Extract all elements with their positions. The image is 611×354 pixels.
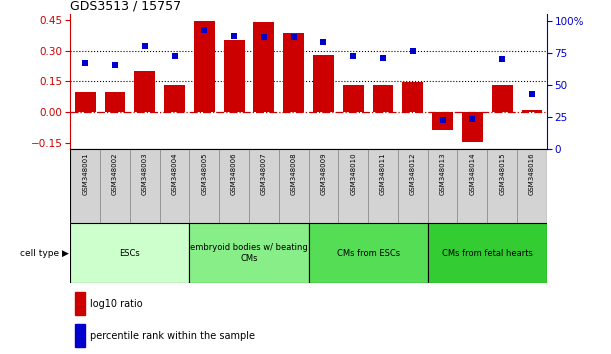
Bar [70, 223, 189, 283]
Bar [428, 223, 547, 283]
Bar [75, 324, 85, 347]
Bar [75, 292, 85, 315]
Text: GSM348008: GSM348008 [291, 152, 297, 195]
Bar [159, 149, 189, 223]
Text: GSM348009: GSM348009 [320, 152, 326, 195]
Bar [403, 82, 423, 112]
Text: percentile rank within the sample: percentile rank within the sample [90, 331, 255, 341]
Bar [458, 149, 488, 223]
Text: GSM348015: GSM348015 [499, 152, 505, 195]
Text: GSM348001: GSM348001 [82, 152, 88, 195]
Point [527, 91, 537, 96]
Text: GSM348002: GSM348002 [112, 152, 118, 195]
Text: GSM348003: GSM348003 [142, 152, 148, 195]
Text: CMs from ESCs: CMs from ESCs [337, 249, 400, 258]
Point [318, 40, 328, 45]
Text: GSM348012: GSM348012 [410, 152, 416, 195]
Text: GSM348007: GSM348007 [261, 152, 267, 195]
Point [437, 118, 447, 123]
Bar [517, 149, 547, 223]
Point [199, 27, 209, 32]
Bar [279, 149, 309, 223]
Bar [219, 149, 249, 223]
Bar [134, 71, 155, 112]
Text: GSM348014: GSM348014 [469, 152, 475, 195]
Bar [313, 55, 334, 112]
Point [80, 60, 90, 66]
Bar [189, 149, 219, 223]
Bar [488, 149, 517, 223]
Bar [492, 86, 513, 112]
Point [378, 55, 388, 61]
Bar [224, 40, 244, 112]
Text: GSM348004: GSM348004 [172, 152, 178, 195]
Bar [100, 149, 130, 223]
Bar [309, 149, 338, 223]
Bar [130, 149, 159, 223]
Bar [254, 22, 274, 112]
Point [289, 34, 299, 40]
Bar [428, 149, 458, 223]
Point [348, 53, 358, 59]
Bar [368, 149, 398, 223]
Bar [194, 21, 214, 112]
Bar [249, 149, 279, 223]
Bar [284, 33, 304, 112]
Text: embryoid bodies w/ beating
CMs: embryoid bodies w/ beating CMs [190, 244, 308, 263]
Text: cell type ▶: cell type ▶ [20, 249, 69, 258]
Bar [104, 92, 125, 112]
Bar [373, 86, 393, 112]
Text: GSM348016: GSM348016 [529, 152, 535, 195]
Text: GSM348006: GSM348006 [231, 152, 237, 195]
Text: GSM348013: GSM348013 [439, 152, 445, 195]
Bar [164, 86, 185, 112]
Bar [462, 112, 483, 142]
Bar [432, 112, 453, 130]
Bar [343, 86, 364, 112]
Bar [75, 92, 95, 112]
Point [110, 63, 120, 68]
Bar [338, 149, 368, 223]
Point [497, 56, 507, 62]
Bar [398, 149, 428, 223]
Text: log10 ratio: log10 ratio [90, 299, 143, 309]
Text: ESCs: ESCs [120, 249, 140, 258]
Bar [309, 223, 428, 283]
Bar [70, 149, 100, 223]
Point [140, 43, 150, 49]
Text: GSM348005: GSM348005 [201, 152, 207, 195]
Text: GSM348010: GSM348010 [350, 152, 356, 195]
Point [259, 34, 269, 40]
Point [467, 116, 477, 122]
Point [408, 48, 418, 54]
Point [170, 53, 180, 59]
Text: CMs from fetal hearts: CMs from fetal hearts [442, 249, 533, 258]
Text: GDS3513 / 15757: GDS3513 / 15757 [70, 0, 181, 13]
Bar [189, 223, 309, 283]
Text: GSM348011: GSM348011 [380, 152, 386, 195]
Point [229, 33, 239, 39]
Bar [522, 110, 543, 112]
